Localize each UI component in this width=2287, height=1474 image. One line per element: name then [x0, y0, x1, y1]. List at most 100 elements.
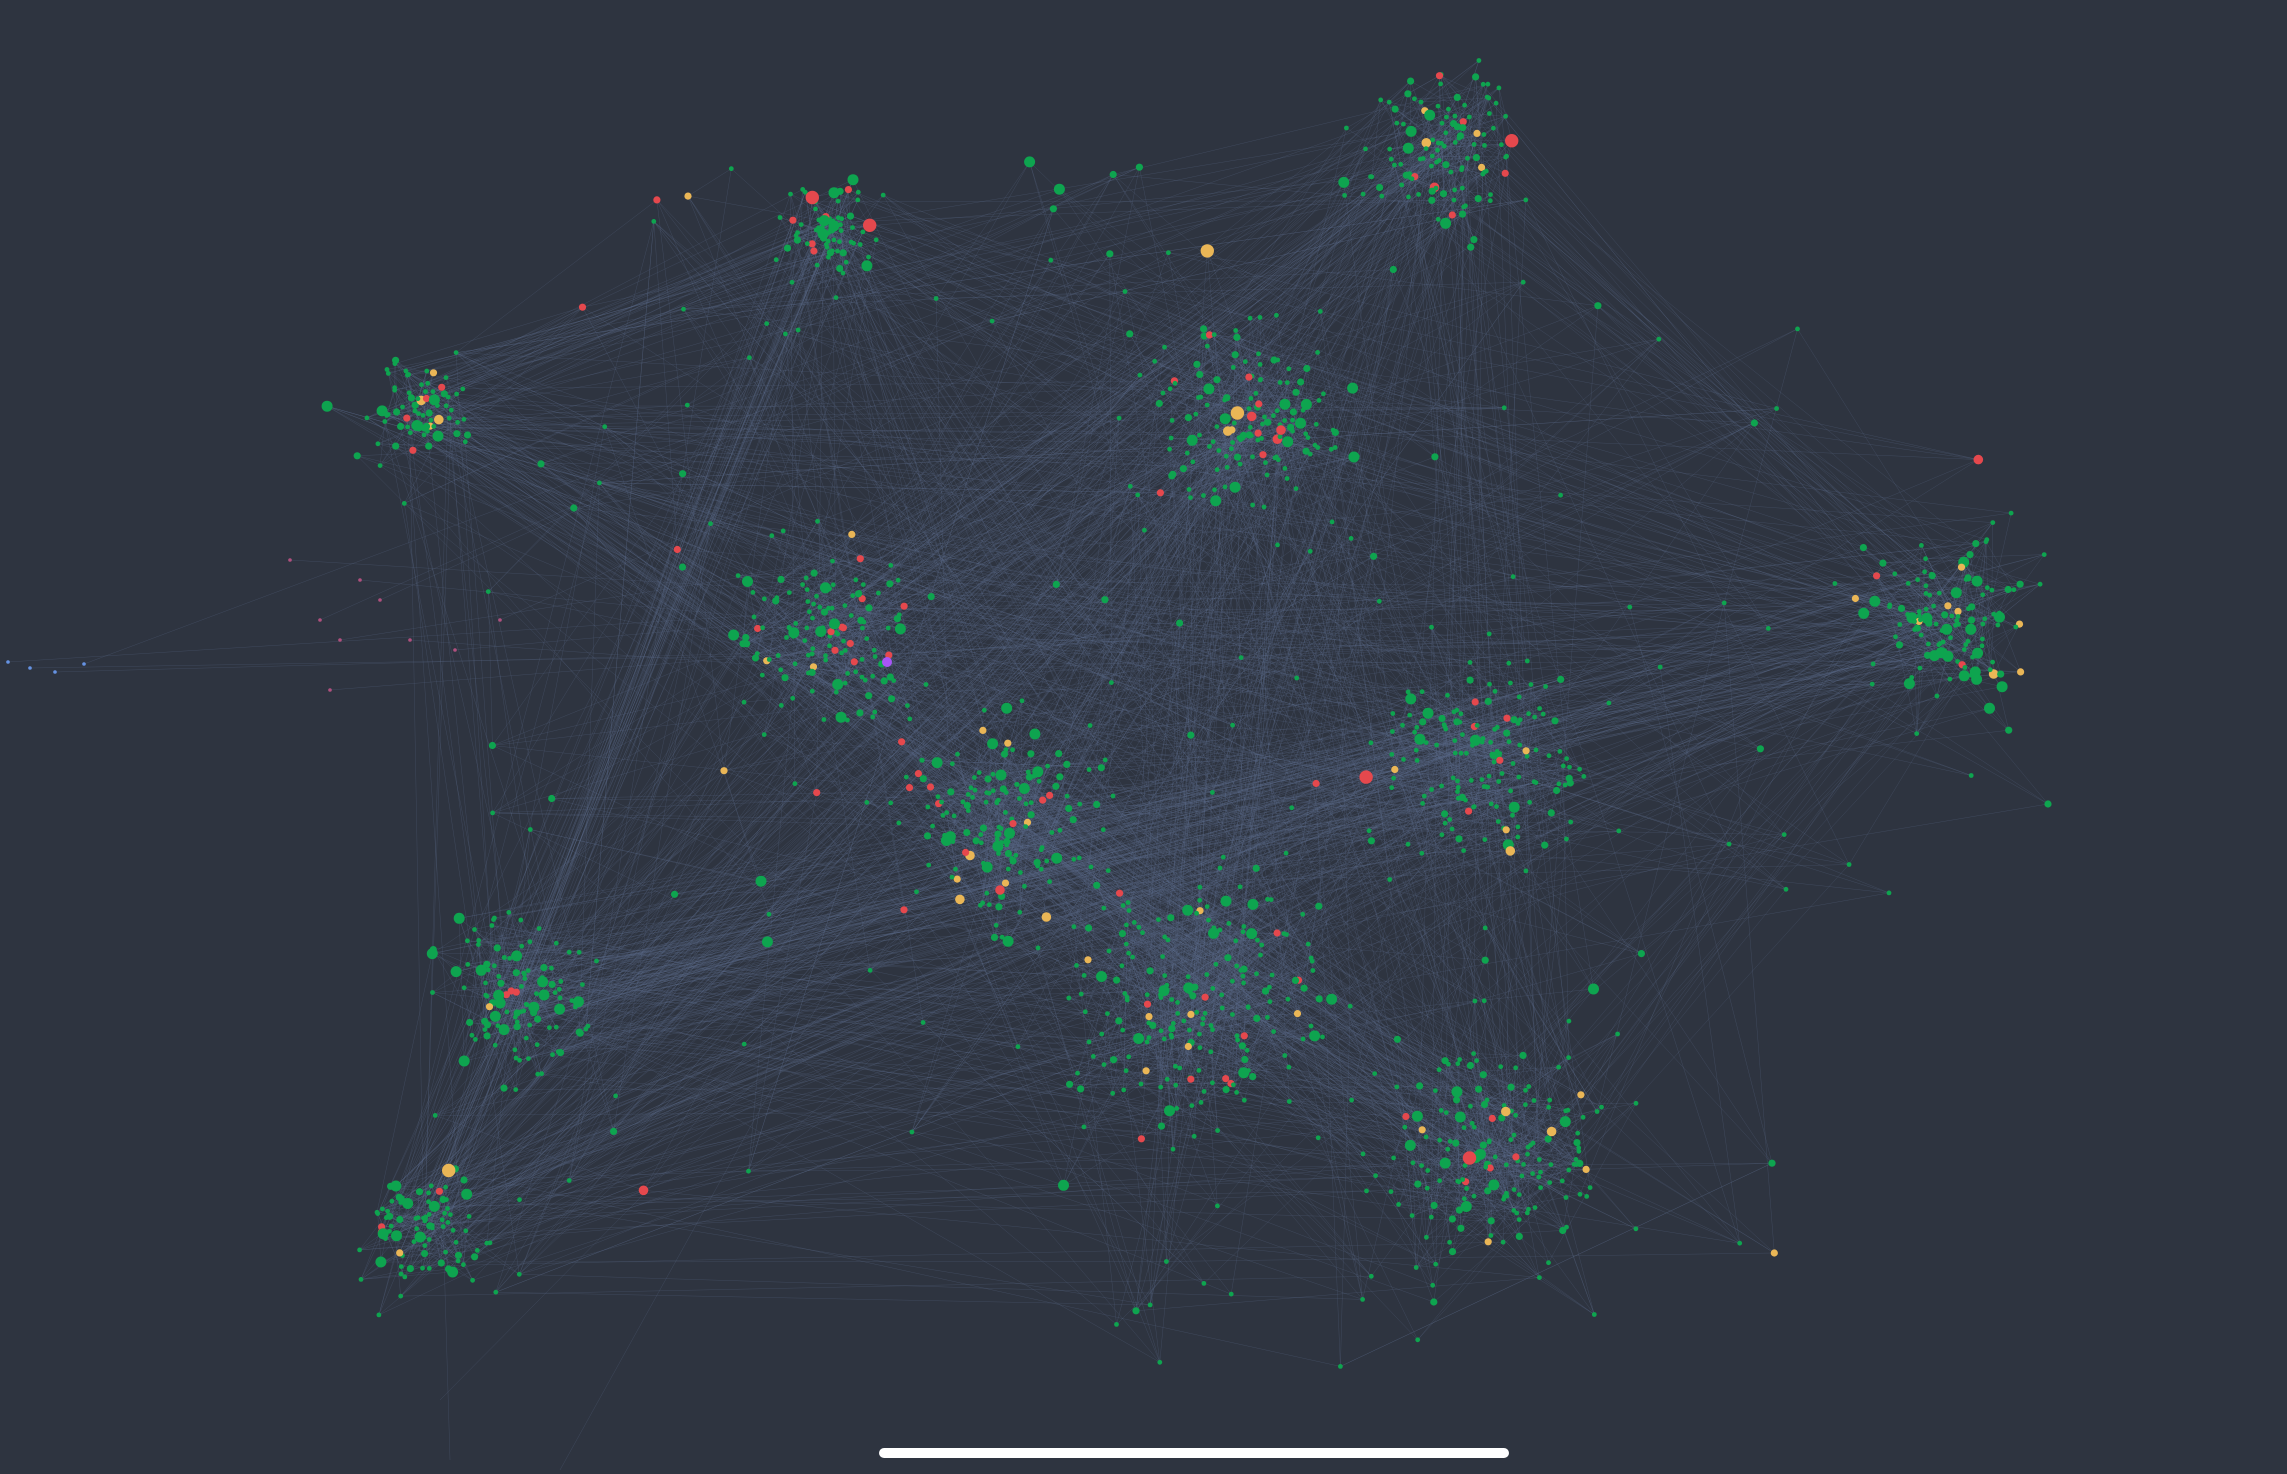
- graph-node-primary[interactable]: [493, 1289, 499, 1295]
- graph-node-primary[interactable]: [1368, 740, 1374, 746]
- graph-node-primary[interactable]: [1196, 1068, 1202, 1073]
- graph-node-primary[interactable]: [416, 426, 422, 432]
- graph-node-primary[interactable]: [1404, 1139, 1416, 1151]
- graph-node-primary[interactable]: [555, 1049, 561, 1055]
- graph-node-warning[interactable]: [485, 1003, 494, 1011]
- graph-node-primary[interactable]: [1262, 414, 1267, 420]
- graph-node-primary[interactable]: [485, 967, 491, 973]
- graph-node-outlier[interactable]: [288, 558, 292, 562]
- graph-node-primary[interactable]: [1459, 165, 1465, 171]
- graph-node-primary[interactable]: [432, 430, 444, 442]
- graph-node-primary[interactable]: [1118, 930, 1126, 938]
- graph-node-primary[interactable]: [1044, 858, 1050, 864]
- graph-node-primary[interactable]: [1238, 1042, 1246, 1050]
- graph-node-primary[interactable]: [986, 902, 992, 908]
- graph-node-primary[interactable]: [1146, 967, 1154, 975]
- graph-node-primary[interactable]: [1101, 1062, 1107, 1067]
- graph-node-primary[interactable]: [1277, 434, 1283, 440]
- graph-node-primary[interactable]: [1204, 972, 1210, 977]
- graph-node-warning[interactable]: [1228, 426, 1236, 434]
- graph-node-primary[interactable]: [472, 927, 477, 932]
- graph-node-primary[interactable]: [1402, 1124, 1408, 1130]
- graph-node-primary[interactable]: [1544, 1135, 1552, 1143]
- graph-node-primary[interactable]: [398, 1293, 404, 1299]
- graph-node-primary[interactable]: [1402, 171, 1410, 179]
- graph-node-primary[interactable]: [1594, 1109, 1600, 1114]
- graph-node-primary[interactable]: [443, 1249, 448, 1255]
- graph-node-primary[interactable]: [1286, 1064, 1292, 1070]
- graph-node-primary[interactable]: [1181, 1018, 1187, 1024]
- graph-node-primary[interactable]: [1122, 289, 1128, 294]
- graph-node-primary[interactable]: [1066, 995, 1072, 1001]
- graph-node-primary[interactable]: [1933, 621, 1939, 627]
- graph-node-primary[interactable]: [1510, 812, 1515, 818]
- graph-node-primary[interactable]: [1387, 146, 1393, 152]
- graph-node-primary[interactable]: [838, 228, 844, 234]
- graph-node-primary[interactable]: [1452, 187, 1457, 193]
- graph-node-primary[interactable]: [1265, 1015, 1270, 1020]
- graph-node-primary[interactable]: [1471, 142, 1477, 147]
- graph-node-primary[interactable]: [1197, 1031, 1202, 1037]
- graph-node-primary[interactable]: [538, 989, 550, 1001]
- graph-node-primary[interactable]: [1433, 185, 1439, 191]
- graph-node-warning[interactable]: [1200, 244, 1215, 258]
- graph-node-primary[interactable]: [1430, 1282, 1436, 1288]
- graph-node-primary[interactable]: [735, 573, 741, 578]
- graph-node-primary[interactable]: [1241, 1055, 1249, 1064]
- graph-node-primary[interactable]: [1185, 974, 1191, 980]
- graph-node-primary[interactable]: [1308, 1023, 1314, 1029]
- graph-node-primary[interactable]: [517, 1197, 522, 1203]
- graph-node-primary[interactable]: [1401, 757, 1406, 762]
- graph-node-primary[interactable]: [1208, 1049, 1214, 1055]
- graph-node-primary[interactable]: [1500, 1239, 1506, 1245]
- graph-node-primary[interactable]: [981, 707, 987, 713]
- graph-node-primary[interactable]: [414, 1226, 420, 1232]
- graph-node-primary[interactable]: [823, 242, 829, 247]
- graph-node-warning[interactable]: [2017, 668, 2025, 676]
- graph-node-primary[interactable]: [1918, 617, 1923, 623]
- graph-node-primary[interactable]: [1879, 559, 1887, 567]
- graph-node-primary[interactable]: [1368, 1273, 1374, 1279]
- graph-node-primary[interactable]: [816, 217, 822, 223]
- graph-node-primary[interactable]: [1929, 571, 1934, 577]
- graph-node-isolated[interactable]: [28, 666, 32, 670]
- graph-node-primary[interactable]: [1996, 610, 2002, 616]
- graph-node-primary[interactable]: [1923, 583, 1929, 589]
- graph-node-primary[interactable]: [833, 689, 839, 695]
- graph-node-warning[interactable]: [1001, 879, 1010, 887]
- graph-node-primary[interactable]: [1524, 1210, 1530, 1216]
- graph-node-primary[interactable]: [430, 389, 436, 394]
- graph-node-primary[interactable]: [1157, 1122, 1166, 1130]
- graph-node-primary[interactable]: [1909, 675, 1915, 680]
- graph-node-primary[interactable]: [1231, 420, 1237, 426]
- graph-node-primary[interactable]: [428, 417, 434, 423]
- graph-node-primary[interactable]: [1230, 365, 1236, 370]
- graph-node-primary[interactable]: [880, 192, 886, 198]
- graph-node-primary[interactable]: [1053, 183, 1065, 195]
- graph-node-primary[interactable]: [876, 590, 881, 596]
- graph-node-primary[interactable]: [1235, 1037, 1240, 1043]
- graph-node-primary[interactable]: [1948, 635, 1953, 641]
- graph-node-primary[interactable]: [1448, 1248, 1457, 1256]
- graph-node-primary[interactable]: [1498, 1114, 1506, 1122]
- graph-node-primary[interactable]: [804, 587, 810, 592]
- graph-node-primary[interactable]: [1101, 596, 1109, 604]
- graph-node-primary[interactable]: [445, 394, 451, 400]
- graph-node-primary[interactable]: [1152, 358, 1158, 364]
- graph-node-primary[interactable]: [1126, 908, 1132, 913]
- graph-node-primary[interactable]: [1459, 124, 1467, 132]
- graph-node-primary[interactable]: [1158, 1028, 1164, 1034]
- graph-node-primary[interactable]: [384, 367, 390, 372]
- graph-node-primary[interactable]: [1290, 417, 1295, 423]
- graph-node-primary[interactable]: [1524, 658, 1530, 664]
- graph-node-primary[interactable]: [1347, 1003, 1353, 1009]
- graph-node-primary[interactable]: [1127, 483, 1133, 489]
- graph-node-primary[interactable]: [1564, 756, 1569, 761]
- graph-node-primary[interactable]: [1637, 950, 1645, 958]
- graph-node-primary[interactable]: [1423, 740, 1429, 745]
- graph-node-alert[interactable]: [1156, 489, 1164, 497]
- graph-node-primary[interactable]: [1492, 688, 1498, 694]
- graph-node-primary[interactable]: [1002, 935, 1014, 947]
- graph-node-primary[interactable]: [1400, 722, 1405, 728]
- graph-node-primary[interactable]: [528, 1001, 540, 1013]
